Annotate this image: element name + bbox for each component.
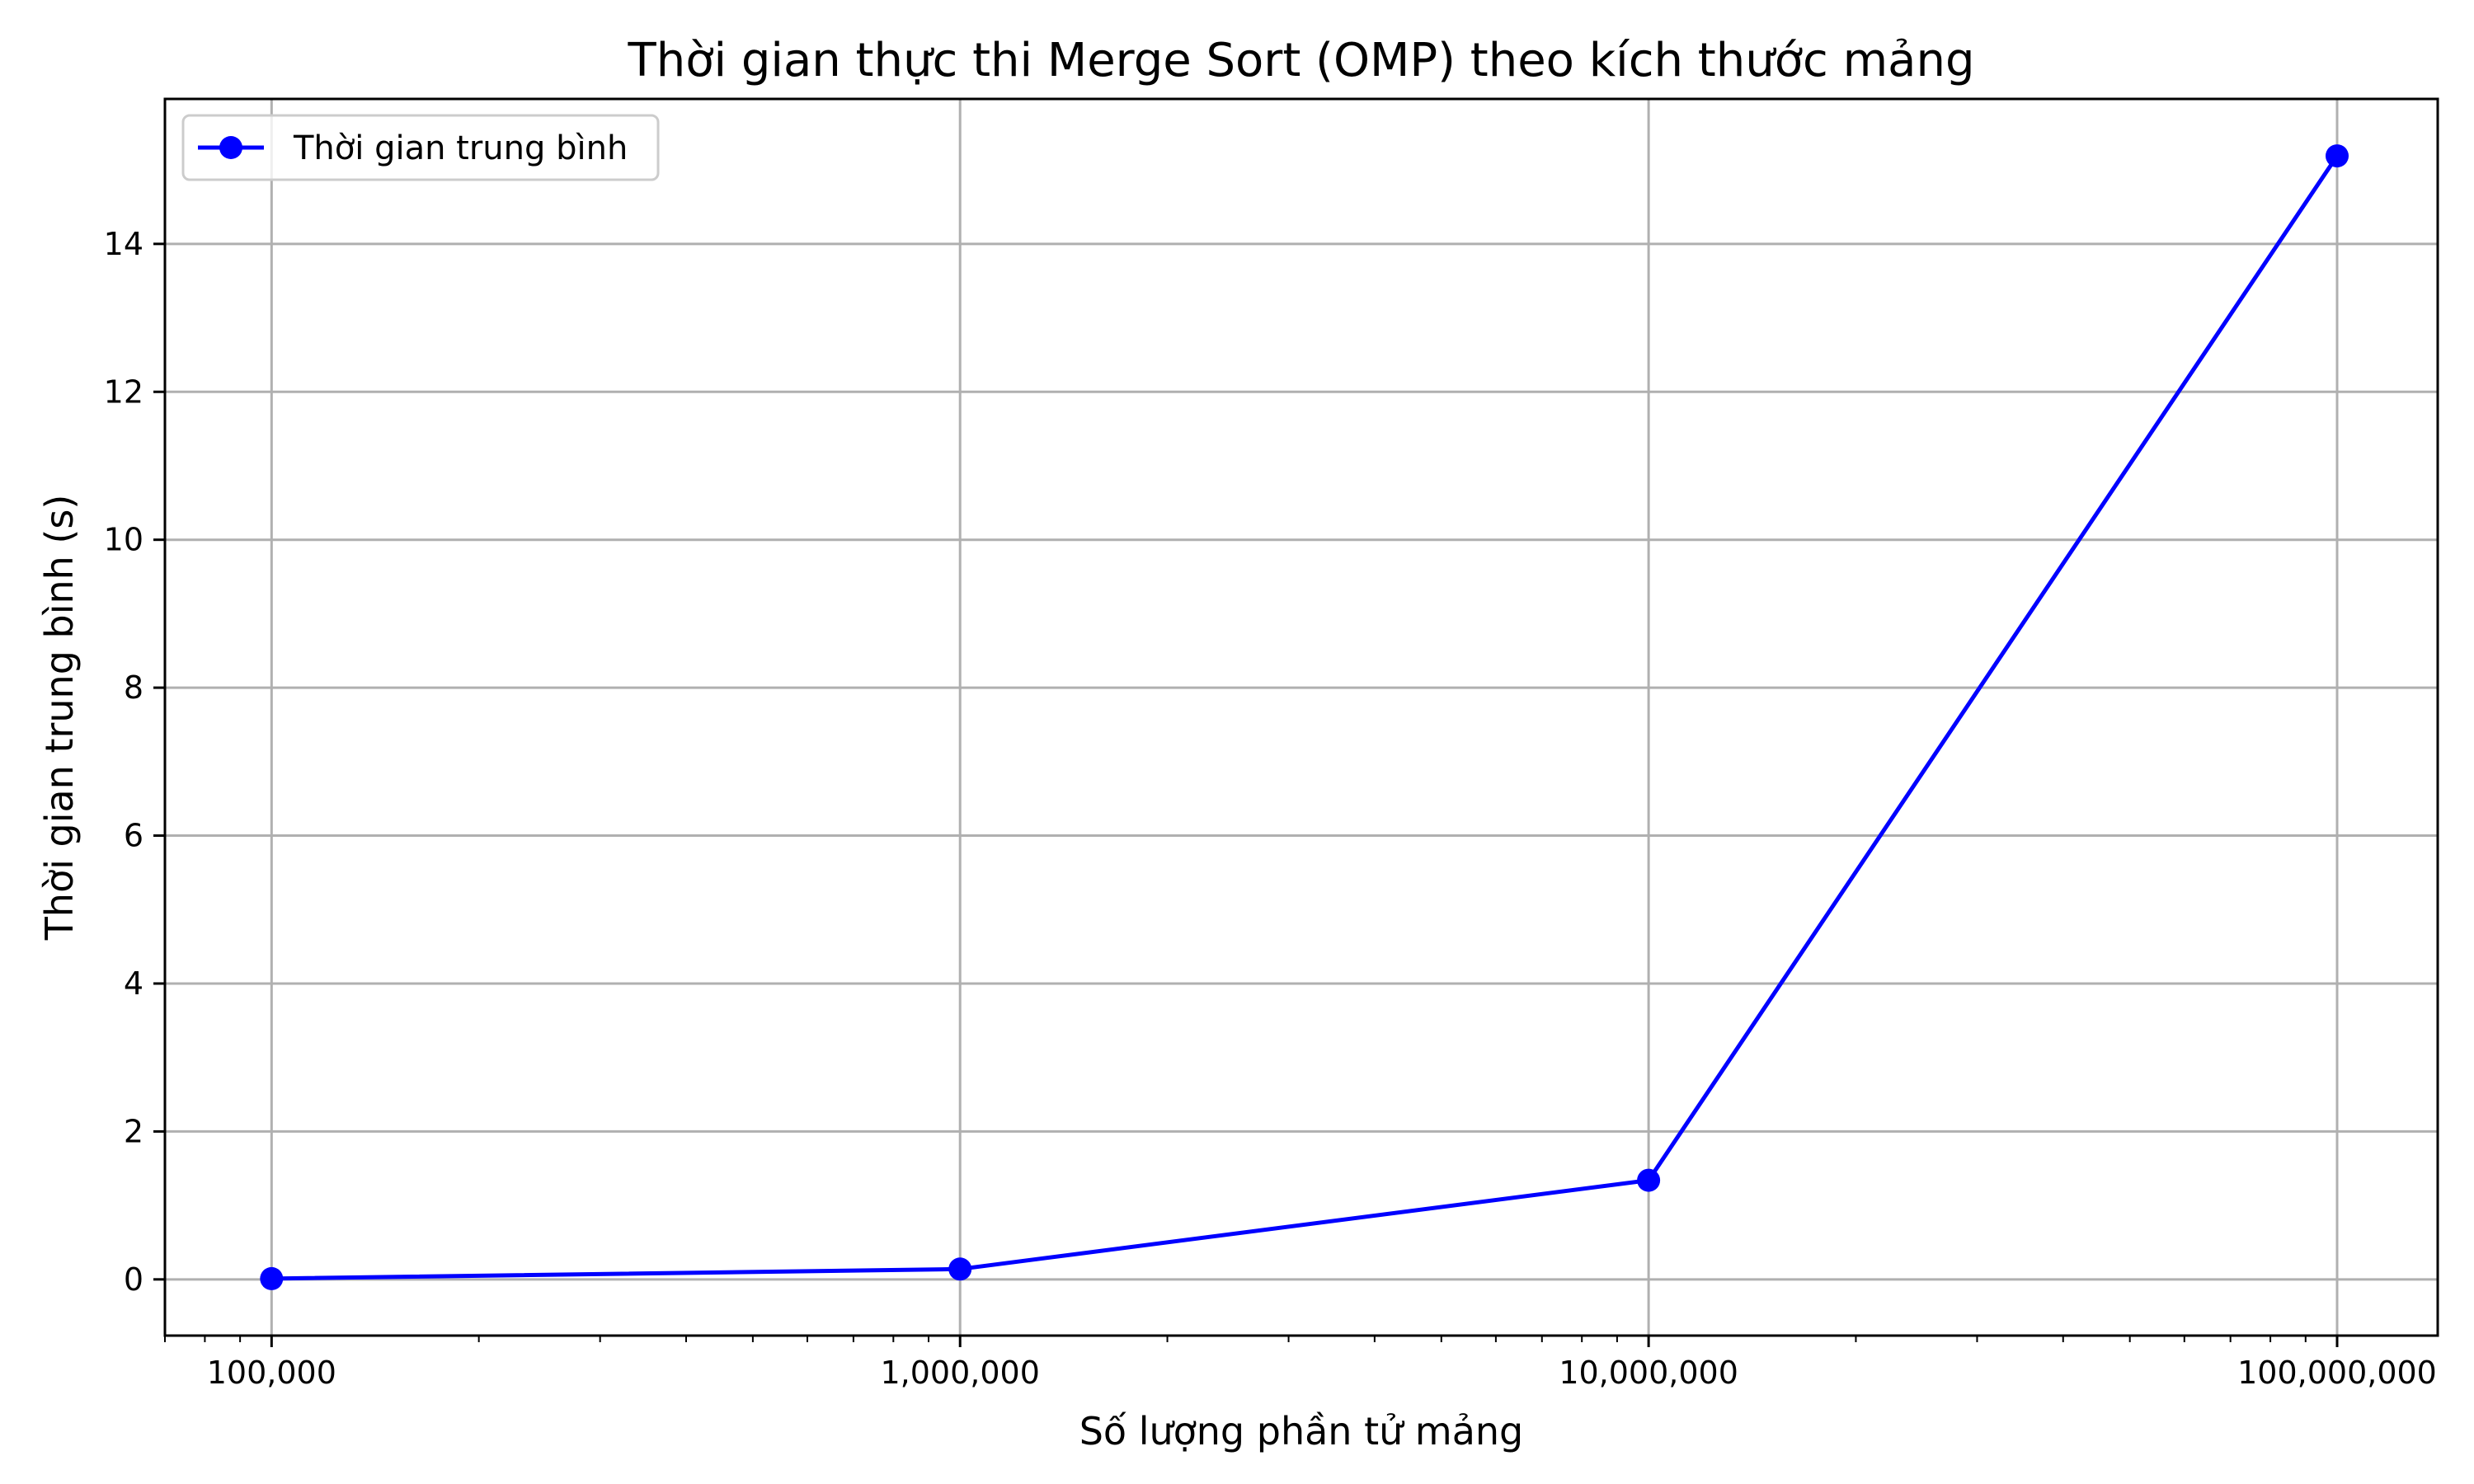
y-tick-label: 8 <box>124 669 143 706</box>
x-tick-label: 100,000 <box>207 1355 336 1391</box>
y-tick-label: 10 <box>104 522 143 558</box>
y-tick-label: 14 <box>104 226 143 262</box>
series-line <box>271 154 2340 1281</box>
ticks-layer: 100,000 1,000,000 10,000,000 100,000,000 0 2 4… <box>104 226 2437 1391</box>
data-point <box>948 1257 972 1281</box>
data-point <box>2325 144 2349 168</box>
legend: Thời gian trung bình <box>181 114 660 181</box>
y-axis-label: Thời gian trung bình (s) <box>37 495 82 942</box>
y-tick-label: 4 <box>124 965 143 1002</box>
legend-label: Thời gian trung bình <box>293 129 628 167</box>
grid-layer <box>165 99 2438 1336</box>
x-axis-label: Số lượng phần tử mảng <box>1079 1409 1524 1453</box>
y-tick-label: 0 <box>124 1261 143 1298</box>
y-tick-label: 2 <box>124 1113 143 1149</box>
y-tick-label: 6 <box>124 818 143 854</box>
legend-marker-swatch <box>219 136 242 159</box>
x-tick-label: 1,000,000 <box>881 1355 1040 1391</box>
series-layer <box>260 144 2349 1290</box>
x-tick-label: 10,000,000 <box>1559 1355 1738 1391</box>
chart-title: Thời gian thực thi Merge Sort (OMP) theo… <box>628 34 1975 87</box>
data-point <box>1637 1168 1661 1192</box>
y-tick-label: 12 <box>104 373 143 410</box>
plot-frame <box>163 97 2439 1337</box>
x-tick-label: 100,000,000 <box>2237 1355 2437 1391</box>
data-point <box>260 1266 284 1290</box>
legend-box <box>181 114 660 181</box>
